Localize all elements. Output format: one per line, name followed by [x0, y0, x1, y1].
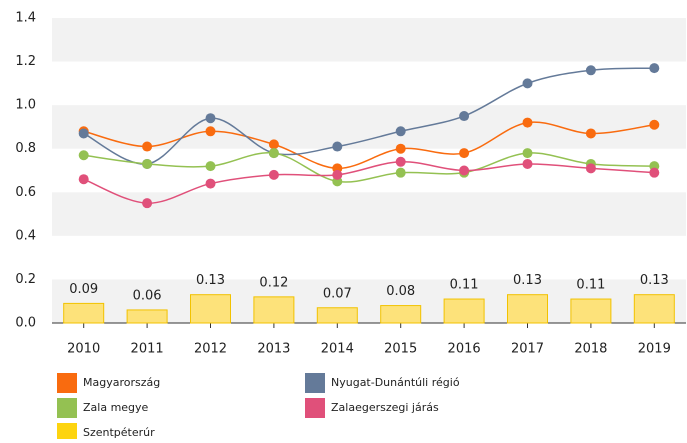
- grid-band: [52, 18, 686, 62]
- point: [395, 167, 406, 178]
- bar: [507, 294, 548, 324]
- point: [142, 141, 153, 152]
- point: [395, 126, 406, 137]
- point: [522, 117, 533, 128]
- point: [522, 78, 533, 89]
- line: [83, 161, 655, 204]
- legend-swatch: [305, 398, 325, 418]
- point: [585, 128, 596, 139]
- bar-value-label: 0.08: [386, 284, 415, 299]
- bar-value-label: 0.11: [450, 278, 479, 293]
- bar: [63, 302, 105, 324]
- x-tick-label: 2016: [448, 342, 481, 357]
- legend-swatch: [57, 398, 77, 418]
- x-tick-label: 2011: [131, 342, 164, 357]
- x-tick-label: 2017: [511, 342, 544, 357]
- point: [268, 139, 279, 150]
- x-tick-label: 2013: [257, 342, 290, 357]
- point: [332, 169, 343, 180]
- bar: [126, 309, 168, 324]
- point: [142, 198, 153, 209]
- point: [585, 163, 596, 174]
- point: [585, 65, 596, 76]
- bar-value-label: 0.06: [133, 288, 162, 303]
- point: [459, 111, 470, 122]
- bar: [253, 296, 295, 324]
- bar: [633, 294, 675, 324]
- point: [395, 143, 406, 154]
- point: [205, 113, 216, 124]
- bar-value-label: 0.11: [576, 278, 605, 293]
- bar-value-label: 0.12: [259, 275, 288, 290]
- y-tick-label: 1.0: [15, 98, 36, 113]
- bar-value-label: 0.07: [323, 286, 352, 301]
- x-tick-label: 2014: [321, 342, 354, 357]
- x-tick-label: 2010: [67, 342, 100, 357]
- bar-value-label: 0.09: [69, 282, 98, 297]
- grid-band: [52, 105, 686, 149]
- point: [205, 178, 216, 189]
- legend-swatch: [57, 423, 77, 443]
- point: [268, 169, 279, 180]
- x-tick-label: 2015: [384, 342, 417, 357]
- line: [83, 67, 655, 165]
- y-tick-label: 0.6: [15, 185, 36, 200]
- bar: [570, 298, 612, 324]
- point: [205, 126, 216, 137]
- point: [459, 165, 470, 176]
- x-tick-label: 2019: [638, 342, 671, 357]
- legend-label: Zala megye: [83, 401, 149, 414]
- legend-label: Nyugat-Dunántúli régió: [331, 376, 460, 389]
- line: [83, 121, 655, 170]
- point: [78, 150, 89, 161]
- legend-label: Zalaegerszegi járás: [331, 401, 439, 414]
- bar-value-label: 0.13: [640, 273, 669, 288]
- point: [268, 148, 279, 159]
- point: [459, 148, 470, 159]
- point: [332, 141, 343, 152]
- y-tick-label: 0.2: [15, 272, 36, 287]
- bar: [380, 305, 422, 324]
- legend-label: Szentpéterúr: [83, 426, 155, 439]
- point: [142, 158, 153, 169]
- legend-label: Magyarország: [83, 376, 160, 389]
- bar: [316, 307, 358, 324]
- point: [649, 119, 660, 130]
- grid-band: [52, 192, 686, 236]
- bar: [443, 298, 485, 324]
- point: [78, 128, 89, 139]
- bar-value-label: 0.13: [513, 273, 542, 288]
- bar-value-label: 0.13: [196, 273, 225, 288]
- point: [205, 161, 216, 172]
- legend-swatch: [305, 373, 325, 393]
- line: [83, 152, 655, 183]
- x-tick-label: 2012: [194, 342, 227, 357]
- point: [522, 148, 533, 159]
- y-tick-label: 0.4: [15, 228, 36, 243]
- bar: [190, 294, 231, 324]
- point: [78, 174, 89, 185]
- point: [649, 63, 660, 74]
- y-tick-label: 0.8: [15, 141, 36, 156]
- y-tick-label: 1.4: [15, 11, 36, 26]
- x-tick-label: 2018: [574, 342, 607, 357]
- point: [522, 158, 533, 169]
- point: [649, 167, 660, 178]
- y-tick-label: 0.0: [15, 316, 36, 331]
- legend-swatch: [57, 373, 77, 393]
- point: [395, 156, 406, 167]
- y-tick-label: 1.2: [15, 54, 36, 69]
